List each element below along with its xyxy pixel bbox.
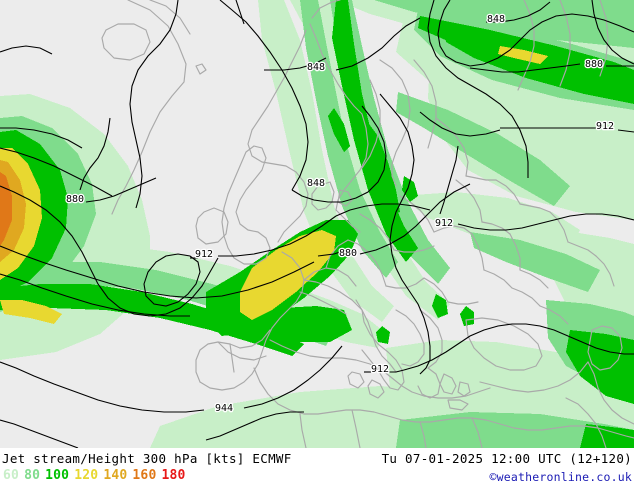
contour-label-848: 848 bbox=[307, 178, 325, 189]
contour-label-848: 848 bbox=[307, 62, 325, 73]
map-footer: Jet stream/Height 300 hPa [kts] ECMWF Tu… bbox=[0, 448, 634, 490]
contour-label-880: 880 bbox=[585, 59, 603, 70]
coastline-layer bbox=[101, 0, 634, 448]
contour-label-912: 912 bbox=[195, 249, 213, 260]
scale-stop-120: 120 bbox=[74, 468, 99, 483]
scale-stop-100: 100 bbox=[45, 468, 70, 483]
jet-stream-map[interactable]: 848 848 848 880 880 880 912 912 912 912 944 bbox=[0, 0, 634, 448]
contour-label-880: 880 bbox=[339, 248, 357, 259]
scale-stop-160: 160 bbox=[132, 468, 157, 483]
contour-label-912: 912 bbox=[435, 218, 453, 229]
map-title: Jet stream/Height 300 hPa [kts] ECMWF bbox=[2, 451, 292, 466]
contour-label-848: 848 bbox=[487, 14, 505, 25]
contour-label-layer: 848 848 848 880 880 880 912 912 912 912 944 bbox=[65, 13, 616, 416]
contour-label-944: 944 bbox=[215, 403, 233, 414]
scale-stop-60: 60 bbox=[3, 468, 20, 483]
scale-stop-80: 80 bbox=[24, 468, 41, 483]
geopotential-contour-layer bbox=[0, 0, 634, 448]
scale-stop-180: 180 bbox=[161, 468, 186, 483]
contour-label-912: 912 bbox=[371, 364, 389, 375]
scale-stop-140: 140 bbox=[103, 468, 128, 483]
copyright-credit: ©weatheronline.co.uk bbox=[489, 470, 632, 484]
forecast-datetime: Tu 07-01-2025 12:00 UTC (12+120) bbox=[381, 451, 632, 466]
wind-speed-scale: 60 80 100 120 140 160 180 bbox=[3, 469, 186, 482]
contour-label-912: 912 bbox=[596, 121, 614, 132]
contour-label-880: 880 bbox=[66, 194, 84, 205]
